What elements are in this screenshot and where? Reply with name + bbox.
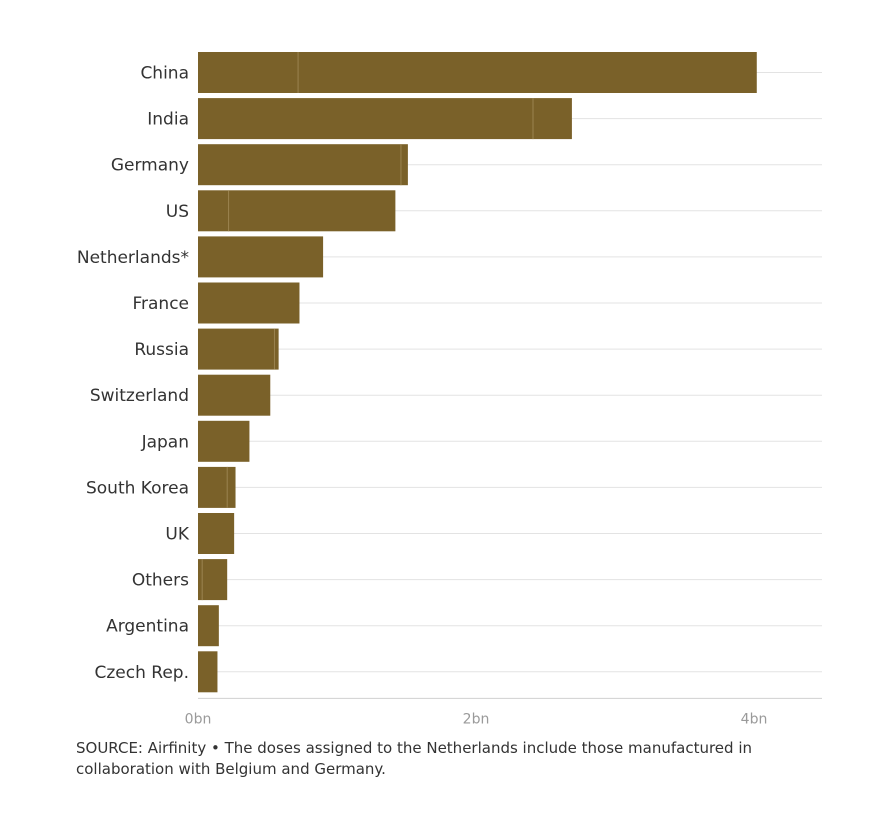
x-axis-ticks: 0bn 2bn 4bn (185, 711, 768, 725)
x-tick-label: 2bn (463, 711, 490, 725)
bar (198, 513, 235, 554)
x-tick-label: 0bn (185, 711, 212, 725)
bar (198, 466, 236, 508)
category-label: Argentina (106, 617, 189, 637)
category-labels: China India Germany US Netherlands* France Rus… (77, 64, 190, 683)
x-tick-label: 4bn (741, 711, 768, 725)
category-label: US (166, 202, 189, 222)
bar (198, 236, 324, 278)
bar (198, 605, 219, 647)
bar (198, 144, 408, 186)
bar (198, 52, 757, 93)
category-label: Switzerland (90, 386, 189, 406)
source-note: SOURCE: Airfinity • The doses assigned t… (76, 739, 753, 778)
bar (198, 420, 250, 462)
category-label: Netherlands* (77, 248, 189, 268)
gridlines (198, 72, 822, 673)
bar (198, 282, 300, 324)
bar (198, 328, 279, 370)
category-label: Russia (134, 340, 189, 360)
bars (198, 52, 757, 693)
bar (198, 651, 218, 693)
category-label: France (132, 294, 189, 314)
bar-chart: China India Germany US Netherlands* France Rus… (77, 52, 822, 725)
category-label: Germany (111, 156, 189, 176)
bar (198, 374, 271, 416)
bar (198, 98, 572, 140)
category-label: Japan (141, 432, 189, 452)
bar (198, 559, 228, 601)
category-label: India (147, 110, 189, 130)
category-label: Czech Rep. (95, 663, 189, 683)
category-label: South Korea (86, 478, 189, 498)
category-label: China (140, 64, 189, 84)
category-label: Others (132, 571, 189, 591)
category-label: UK (165, 525, 189, 545)
bar (198, 190, 396, 232)
